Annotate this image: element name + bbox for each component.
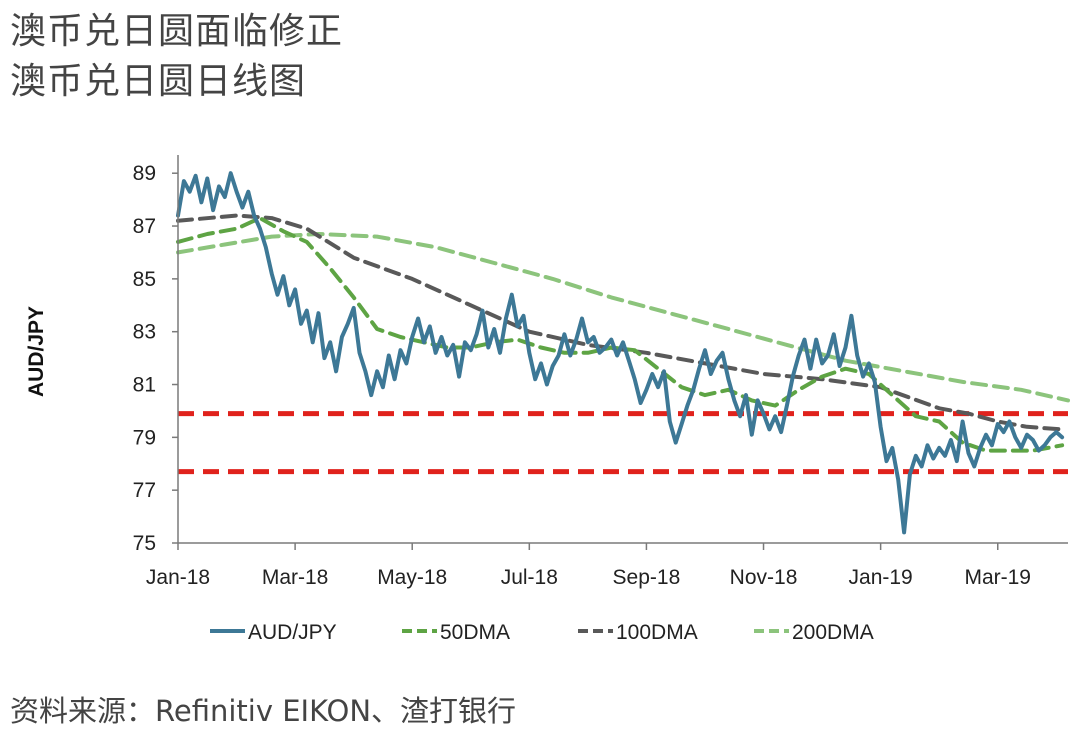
series-200dma [176, 232, 1070, 403]
x-tick-label: Mar-19 [964, 566, 1031, 589]
y-tick-label: 85 [133, 268, 156, 291]
x-tick-label: Nov-18 [730, 566, 798, 589]
legend: AUD/JPY 50DMA 100DMA 200DMA [210, 621, 874, 644]
x-tick-label: May-18 [377, 566, 447, 589]
x-tick-label: Mar-18 [262, 566, 329, 589]
x-tick-label: Jan-19 [849, 566, 913, 589]
series-50dma [176, 216, 1065, 453]
y-tick-label: 77 [133, 479, 156, 502]
chart-subtitle: 澳币兑日圆日线图 [10, 61, 307, 102]
chart-title: 澳币兑日圆面临修正 [10, 11, 344, 52]
plot-area [176, 171, 1070, 535]
axes: 75 77 79 81 83 85 87 89 Jan-18 Mar-18 May-18 Jul-18… [25, 155, 1068, 589]
y-tick-label: 83 [133, 321, 156, 344]
legend-label: 200DMA [792, 621, 874, 644]
y-tick-label: 81 [133, 374, 156, 397]
series-100dma [176, 213, 1065, 432]
source-note: 资料来源：Refinitiv EIKON、渣打银行 [10, 694, 517, 728]
legend-label: AUD/JPY [248, 621, 337, 644]
y-tick-label: 89 [133, 162, 156, 185]
x-tick-label: Jan-18 [146, 566, 210, 589]
series-aud-jpy [176, 171, 1065, 535]
y-tick-label: 79 [133, 426, 156, 449]
y-tick-label: 75 [133, 532, 156, 555]
legend-label: 50DMA [440, 621, 510, 644]
x-tick-label: Jul-18 [501, 566, 558, 589]
y-tick-label: 87 [133, 215, 156, 238]
y-axis-label: AUD/JPY [25, 306, 48, 397]
x-tick-label: Sep-18 [613, 566, 681, 589]
legend-label: 100DMA [616, 621, 698, 644]
